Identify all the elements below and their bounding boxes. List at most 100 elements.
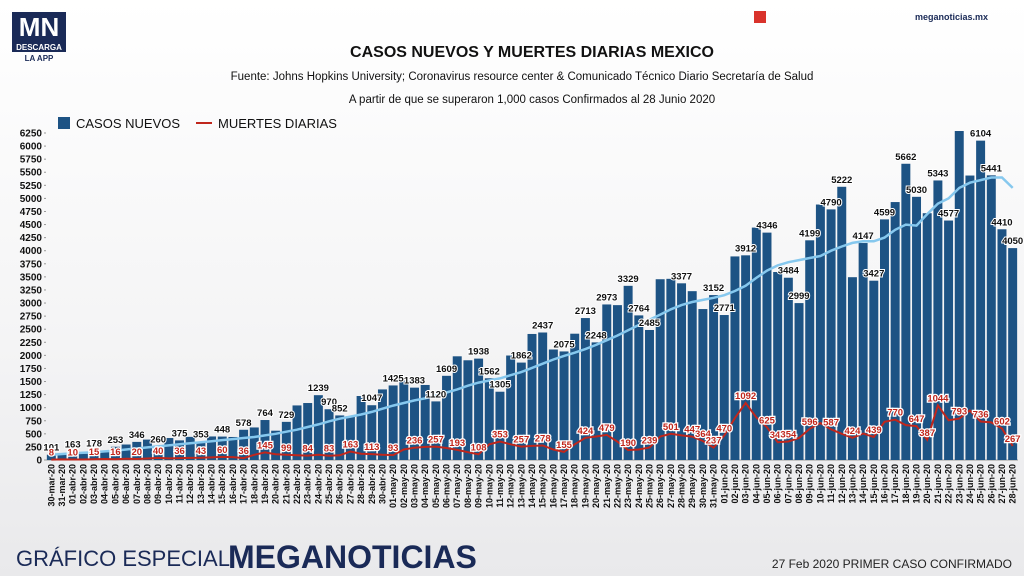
data-label: 5441 [981, 163, 1003, 174]
x-tick-label: 13-may-20 [516, 464, 526, 508]
x-tick-label: 17-may-20 [559, 464, 569, 508]
x-tick-label: 18-may-20 [570, 464, 580, 508]
bar [142, 439, 152, 460]
x-tick-label: 24-jun-20 [965, 464, 975, 504]
x-tick-label: 06-jun-20 [773, 464, 783, 504]
bar [645, 329, 654, 460]
data-label: 596 [802, 417, 818, 428]
data-label: 501 [663, 422, 680, 433]
data-label: 4790 [821, 197, 842, 208]
bar [709, 295, 719, 460]
x-tick-label: 24-may-20 [634, 464, 644, 508]
x-tick-label: 21-abr-20 [281, 464, 291, 504]
x-tick-label: 28-abr-20 [356, 464, 366, 504]
x-tick-label: 18-abr-20 [249, 464, 259, 504]
data-label: 1938 [468, 347, 489, 358]
x-tick-label: 03-jun-20 [741, 464, 751, 504]
data-label: 3377 [671, 271, 692, 282]
x-tick-label: 19-jun-20 [912, 464, 922, 504]
bar [100, 451, 110, 460]
data-label: 1044 [927, 393, 949, 404]
bar [228, 436, 238, 460]
x-tick-label: 09-abr-20 [153, 464, 163, 504]
x-tick-label: 26-jun-20 [986, 464, 996, 504]
data-label: 625 [759, 415, 776, 426]
bar [730, 256, 740, 460]
data-label: 267 [1005, 434, 1021, 445]
x-tick-label: 20-may-20 [591, 464, 601, 508]
x-tick-label: 14-abr-20 [207, 464, 217, 504]
bar [484, 378, 494, 460]
x-tick-label: 31-mar-20 [57, 464, 67, 507]
data-label: 578 [236, 418, 252, 429]
data-label: 190 [620, 438, 636, 449]
bar [901, 163, 911, 460]
data-label: 1120 [426, 389, 447, 400]
data-label: 729 [278, 410, 294, 421]
data-label: 3484 [778, 266, 800, 277]
y-tick-label: 1250 [20, 390, 43, 401]
bar [976, 140, 986, 460]
bar [249, 427, 259, 460]
data-label: 99 [281, 443, 292, 454]
data-label: 3427 [863, 269, 884, 280]
x-tick-label: 26-abr-20 [335, 464, 345, 504]
bar [912, 196, 922, 461]
legend-swatch [58, 117, 70, 129]
data-label: 2485 [639, 318, 661, 329]
data-label: 36 [174, 446, 185, 457]
data-label: 4346 [756, 221, 777, 232]
data-label: 239 [642, 435, 658, 446]
bar [292, 405, 302, 460]
bar [474, 358, 484, 460]
y-tick-label: 750 [25, 416, 42, 427]
bar [954, 131, 964, 460]
chart-title: CASOS NUEVOS Y MUERTES DIARIAS MEXICO [350, 44, 714, 61]
bar [57, 453, 67, 460]
data-label: 1862 [511, 351, 532, 362]
bar [410, 387, 419, 460]
bar [367, 405, 377, 460]
data-label: 647 [909, 414, 925, 425]
bar [217, 436, 227, 460]
bar [741, 255, 751, 460]
bar [698, 309, 708, 460]
x-tick-label: 02-abr-20 [78, 464, 88, 504]
bar [655, 279, 665, 460]
bar [527, 333, 537, 460]
data-label: 4050 [1002, 236, 1023, 247]
x-tick-label: 30-abr-20 [377, 464, 387, 504]
y-tick-label: 6000 [20, 142, 43, 153]
data-label: 2999 [788, 291, 809, 302]
x-tick-label: 15-abr-20 [217, 464, 227, 504]
x-tick-label: 06-may-20 [442, 464, 452, 508]
data-label: 16 [110, 447, 121, 458]
data-label: 2764 [628, 303, 650, 314]
bar [377, 389, 387, 460]
x-tick-label: 21-may-20 [602, 464, 612, 508]
bar [110, 446, 120, 460]
x-tick-label: 11-may-20 [495, 464, 505, 508]
data-label: 155 [556, 440, 573, 451]
y-tick-label: 6250 [20, 129, 43, 140]
data-label: 260 [150, 434, 166, 445]
bar [602, 304, 612, 460]
bar [997, 229, 1007, 460]
x-tick-label: 16-abr-20 [228, 464, 238, 504]
data-label: 470 [716, 423, 732, 434]
bar [506, 355, 516, 460]
y-tick-label: 3000 [20, 299, 43, 310]
x-tick-label: 14-may-20 [527, 464, 537, 508]
bar [452, 356, 462, 460]
x-tick-label: 30-mar-20 [46, 464, 56, 507]
x-tick-label: 05-abr-20 [110, 464, 120, 504]
y-tick-label: 4000 [20, 246, 43, 257]
data-label: 5662 [895, 152, 916, 163]
data-label: 3912 [735, 243, 756, 254]
x-tick-label: 07-jun-20 [783, 464, 793, 504]
y-tick-label: 4750 [20, 207, 43, 218]
x-tick-label: 29-may-20 [687, 464, 697, 508]
footer-left: GRÁFICO ESPECIAL [16, 546, 230, 571]
